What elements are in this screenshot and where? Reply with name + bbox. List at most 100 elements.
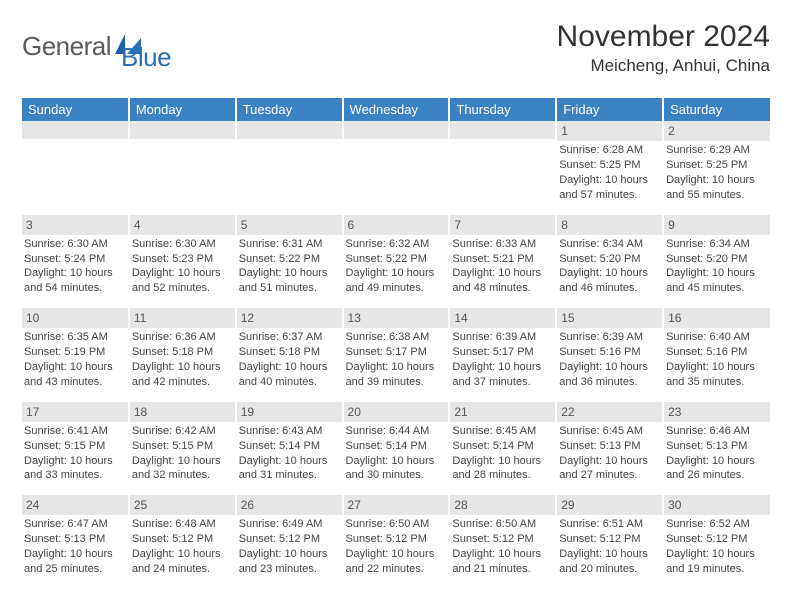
day-number: 13: [344, 308, 449, 328]
header: General Blue November 2024 Meicheng, Anh…: [22, 20, 770, 76]
daylight-text: Daylight: 10 hours and 22 minutes.: [346, 547, 447, 577]
day-content: Sunrise: 6:37 AMSunset: 5:18 PMDaylight:…: [237, 328, 342, 393]
day-number: [22, 121, 128, 139]
sunset-text: Sunset: 5:12 PM: [132, 532, 233, 547]
sunrise-text: Sunrise: 6:28 AM: [559, 143, 660, 158]
day-number: 25: [130, 495, 235, 515]
day-number: 6: [344, 215, 449, 235]
daylight-text: Daylight: 10 hours and 26 minutes.: [666, 454, 768, 484]
day-content: Sunrise: 6:46 AMSunset: 5:13 PMDaylight:…: [664, 422, 770, 487]
calendar-day-cell: 28Sunrise: 6:50 AMSunset: 5:12 PMDayligh…: [449, 491, 556, 585]
calendar-day-cell: 12Sunrise: 6:37 AMSunset: 5:18 PMDayligh…: [236, 304, 343, 398]
sunrise-text: Sunrise: 6:41 AM: [24, 424, 126, 439]
sunrise-text: Sunrise: 6:30 AM: [132, 237, 233, 252]
sunset-text: Sunset: 5:12 PM: [559, 532, 660, 547]
sunset-text: Sunset: 5:15 PM: [132, 439, 233, 454]
day-content: Sunrise: 6:52 AMSunset: 5:12 PMDaylight:…: [664, 515, 770, 580]
day-number: 11: [130, 308, 235, 328]
calendar-table: Sunday Monday Tuesday Wednesday Thursday…: [22, 98, 770, 589]
sunset-text: Sunset: 5:12 PM: [346, 532, 447, 547]
calendar-day-cell: 4Sunrise: 6:30 AMSunset: 5:23 PMDaylight…: [129, 211, 236, 305]
day-content: Sunrise: 6:33 AMSunset: 5:21 PMDaylight:…: [450, 235, 555, 300]
day-number: 12: [237, 308, 342, 328]
calendar-day-cell: 17Sunrise: 6:41 AMSunset: 5:15 PMDayligh…: [22, 398, 129, 492]
location-label: Meicheng, Anhui, China: [557, 56, 770, 76]
day-number: 28: [450, 495, 555, 515]
sunset-text: Sunset: 5:20 PM: [559, 252, 660, 267]
calendar-day-cell: 26Sunrise: 6:49 AMSunset: 5:12 PMDayligh…: [236, 491, 343, 585]
daylight-text: Daylight: 10 hours and 36 minutes.: [559, 360, 660, 390]
sunset-text: Sunset: 5:16 PM: [666, 345, 768, 360]
calendar-week-row: 3Sunrise: 6:30 AMSunset: 5:24 PMDaylight…: [22, 211, 770, 305]
calendar-week-row: 10 Sunrise: 6:35 AMSunset: 5:19 PM Dayligh…: [22, 304, 770, 398]
day-content: Sunrise: 6:50 AMSunset: 5:12 PMDaylight:…: [450, 515, 555, 580]
sunrise-text: Sunrise: 6:42 AM: [132, 424, 233, 439]
daylight-text: Daylight: 10 hours and 19 minutes.: [666, 547, 768, 577]
calendar-day-cell: 27Sunrise: 6:50 AMSunset: 5:12 PMDayligh…: [343, 491, 450, 585]
sunrise-text: Sunrise: 6:35 AM: [24, 330, 126, 345]
sunset-text: Sunset: 5:18 PM: [132, 345, 233, 360]
logo-text-blue: Blue: [121, 42, 171, 73]
day-content: Sunrise: 6:28 AMSunset: 5:25 PMDaylight:…: [557, 141, 662, 206]
weekday-header: Friday: [556, 98, 663, 121]
sunset-text: Sunset: 5:17 PM: [346, 345, 447, 360]
sunset-text: Sunset: 5:12 PM: [666, 532, 768, 547]
day-content: Sunrise: 6:29 AMSunset: 5:25 PMDaylight:…: [664, 141, 770, 206]
day-content: Sunrise: 6:43 AMSunset: 5:14 PMDaylight:…: [237, 422, 342, 487]
sunrise-text: Sunrise: 6:40 AM: [666, 330, 768, 345]
day-content: Sunrise: 6:42 AMSunset: 5:15 PMDaylight:…: [130, 422, 235, 487]
weekday-header: Tuesday: [236, 98, 343, 121]
sunrise-text: Sunrise: 6:45 AM: [452, 424, 553, 439]
day-number: 8: [557, 215, 662, 235]
weekday-header: Sunday: [22, 98, 129, 121]
daylight-text: Daylight: 10 hours and 30 minutes.: [346, 454, 447, 484]
weekday-header: Wednesday: [343, 98, 450, 121]
sunset-text: Sunset: 5:23 PM: [132, 252, 233, 267]
sunset-text: Sunset: 5:19 PM: [24, 345, 126, 360]
day-content: Sunrise: 6:49 AMSunset: 5:12 PMDaylight:…: [237, 515, 342, 580]
calendar-day-cell: 16Sunrise: 6:40 AMSunset: 5:16 PMDayligh…: [663, 304, 770, 398]
logo: General Blue: [22, 20, 171, 73]
day-content: Sunrise: 6:38 AMSunset: 5:17 PMDaylight:…: [344, 328, 449, 393]
day-content: Sunrise: 6:36 AMSunset: 5:18 PMDaylight:…: [130, 328, 235, 393]
sunrise-text: Sunrise: 6:30 AM: [24, 237, 126, 252]
day-number: 17: [22, 402, 128, 422]
sunset-text: Sunset: 5:13 PM: [666, 439, 768, 454]
calendar-day-cell: 22Sunrise: 6:45 AMSunset: 5:13 PMDayligh…: [556, 398, 663, 492]
day-content: Sunrise: 6:50 AMSunset: 5:12 PMDaylight:…: [344, 515, 449, 580]
calendar-day-cell: 29Sunrise: 6:51 AMSunset: 5:12 PMDayligh…: [556, 491, 663, 585]
daylight-text: Daylight: 10 hours and 31 minutes.: [239, 454, 340, 484]
sunrise-text: Sunrise: 6:52 AM: [666, 517, 768, 532]
sunrise-text: Sunrise: 6:44 AM: [346, 424, 447, 439]
logo-text-general: General: [22, 31, 111, 62]
day-number: 27: [344, 495, 449, 515]
weekday-header: Thursday: [449, 98, 556, 121]
day-number: 16: [664, 308, 770, 328]
sunset-text: Sunset: 5:24 PM: [24, 252, 126, 267]
daylight-text: Daylight: 10 hours and 55 minutes.: [666, 173, 768, 203]
calendar-day-cell: 30Sunrise: 6:52 AMSunset: 5:12 PMDayligh…: [663, 491, 770, 585]
sunrise-text: Sunrise: 6:38 AM: [346, 330, 447, 345]
calendar-day-cell: [22, 121, 129, 211]
day-number: 10: [22, 308, 128, 328]
title-block: November 2024 Meicheng, Anhui, China: [557, 20, 770, 76]
day-content: Sunrise: 6:45 AMSunset: 5:13 PMDaylight:…: [557, 422, 662, 487]
day-number: 29: [557, 495, 662, 515]
weekday-header-row: Sunday Monday Tuesday Wednesday Thursday…: [22, 98, 770, 121]
day-number: 1: [557, 121, 662, 141]
sunrise-text: Sunrise: 6:51 AM: [559, 517, 660, 532]
day-content: Sunrise: 6:44 AMSunset: 5:14 PMDaylight:…: [344, 422, 449, 487]
calendar-day-cell: 9Sunrise: 6:34 AMSunset: 5:20 PMDaylight…: [663, 211, 770, 305]
day-content: Sunrise: 6:40 AMSunset: 5:16 PMDaylight:…: [664, 328, 770, 393]
sunrise-text: Sunrise: 6:31 AM: [239, 237, 340, 252]
daylight-text: Daylight: 10 hours and 33 minutes.: [24, 454, 126, 484]
day-number: 4: [130, 215, 235, 235]
day-number: 15: [557, 308, 662, 328]
calendar-day-cell: [449, 121, 556, 211]
sunset-text: Sunset: 5:14 PM: [239, 439, 340, 454]
day-number: 30: [664, 495, 770, 515]
sunrise-text: Sunrise: 6:48 AM: [132, 517, 233, 532]
daylight-text: Daylight: 10 hours and 37 minutes.: [452, 360, 553, 390]
daylight-text: Daylight: 10 hours and 24 minutes.: [132, 547, 233, 577]
day-content: Sunrise: 6:30 AMSunset: 5:24 PMDaylight:…: [22, 235, 128, 300]
